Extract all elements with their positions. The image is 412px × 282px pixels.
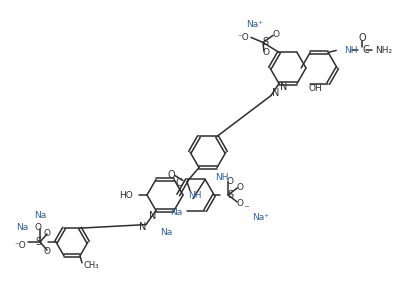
Text: HO: HO bbox=[119, 191, 133, 199]
Text: ⁻O: ⁻O bbox=[14, 241, 26, 250]
Text: S: S bbox=[227, 190, 233, 200]
Text: NH: NH bbox=[188, 191, 202, 200]
Text: O: O bbox=[44, 246, 51, 255]
Text: Na: Na bbox=[34, 212, 46, 221]
Text: Na⁺: Na⁺ bbox=[246, 20, 264, 29]
Text: O: O bbox=[236, 182, 243, 191]
Text: Na⁺: Na⁺ bbox=[252, 213, 269, 221]
Text: ⁻: ⁻ bbox=[243, 204, 249, 214]
Text: O: O bbox=[358, 33, 366, 43]
Text: N: N bbox=[139, 222, 147, 232]
Text: S: S bbox=[262, 38, 268, 47]
Text: OH: OH bbox=[309, 84, 323, 93]
Text: Na: Na bbox=[160, 228, 172, 237]
Text: C: C bbox=[362, 45, 369, 55]
Text: CH₃: CH₃ bbox=[84, 261, 100, 270]
Text: NH: NH bbox=[344, 46, 358, 55]
Text: S: S bbox=[35, 237, 41, 247]
Text: ⁻O: ⁻O bbox=[237, 33, 249, 42]
Text: O: O bbox=[167, 169, 175, 180]
Text: O: O bbox=[35, 224, 42, 232]
Text: Na: Na bbox=[16, 222, 28, 232]
Text: NH: NH bbox=[215, 173, 229, 182]
Text: O: O bbox=[227, 177, 234, 186]
Text: O: O bbox=[262, 48, 269, 57]
Text: N: N bbox=[149, 211, 157, 221]
Text: C: C bbox=[175, 178, 182, 188]
Text: NH₂: NH₂ bbox=[375, 46, 392, 55]
Text: N: N bbox=[272, 88, 280, 98]
Text: O: O bbox=[272, 30, 279, 39]
Text: N: N bbox=[280, 81, 288, 92]
Text: O: O bbox=[236, 199, 243, 208]
Text: O: O bbox=[44, 228, 51, 237]
Text: Na: Na bbox=[170, 208, 182, 217]
